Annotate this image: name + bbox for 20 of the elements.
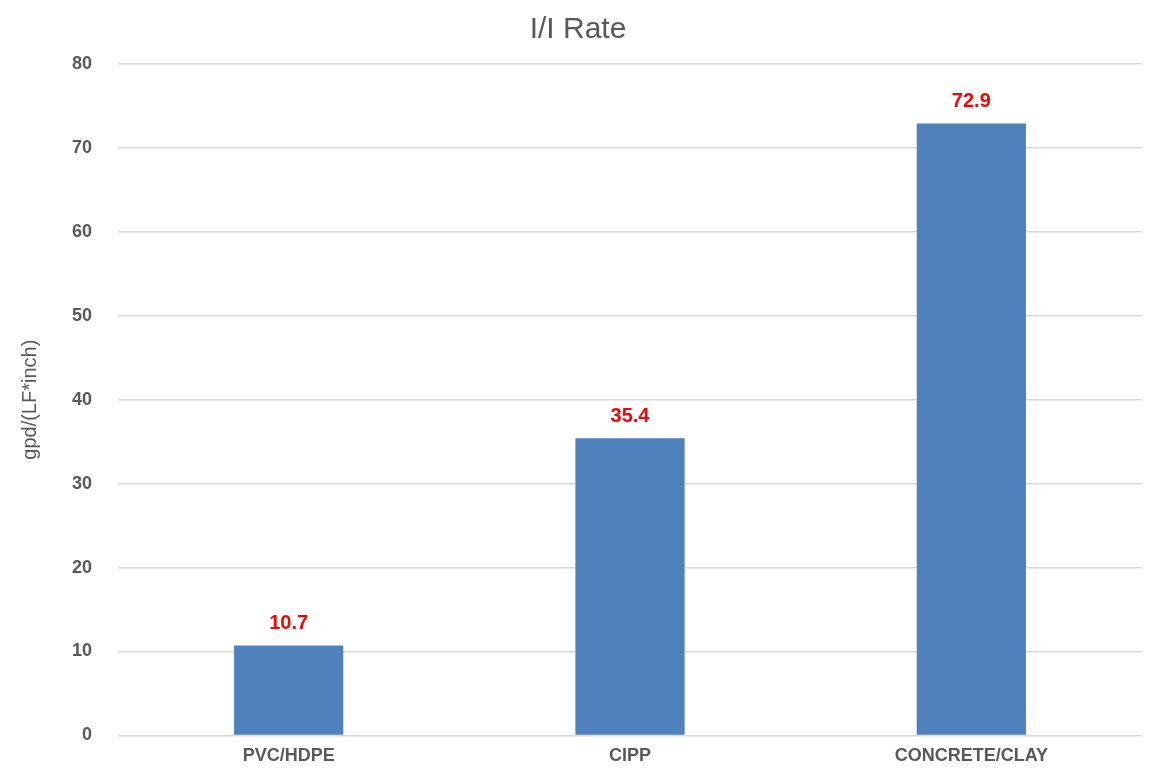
chart-title: I/I Rate bbox=[529, 11, 627, 45]
y-tick-label: 20 bbox=[71, 556, 93, 577]
x-tick-label: CIPP bbox=[609, 745, 652, 766]
x-tick-label: PVC/HDPE bbox=[242, 745, 335, 766]
y-tick-label: 40 bbox=[71, 388, 93, 409]
bar bbox=[575, 438, 685, 735]
y-tick-label: 60 bbox=[71, 220, 93, 241]
bar bbox=[916, 123, 1026, 735]
y-tick-label: 0 bbox=[82, 724, 93, 745]
data-label: 35.4 bbox=[610, 403, 651, 426]
y-tick-label: 10 bbox=[71, 640, 93, 661]
y-tick-label: 70 bbox=[71, 136, 93, 157]
data-label: 10.7 bbox=[269, 611, 309, 634]
y-tick-label: 30 bbox=[71, 472, 93, 493]
y-tick-label: 80 bbox=[71, 52, 93, 73]
data-label: 72.9 bbox=[951, 89, 991, 112]
y-axis-title: gpd/(LF*inch) bbox=[17, 339, 40, 460]
bar bbox=[234, 645, 344, 735]
y-tick-label: 50 bbox=[71, 304, 93, 325]
x-tick-label: CONCRETE/CLAY bbox=[894, 745, 1049, 766]
